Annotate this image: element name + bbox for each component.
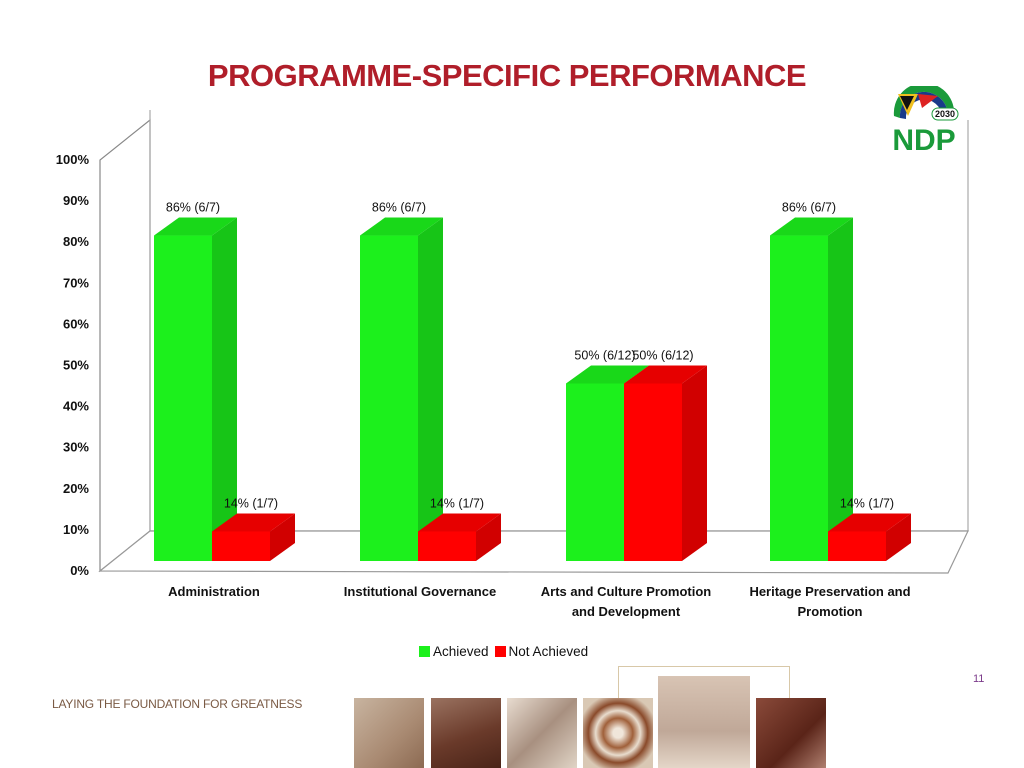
- y-tick-label: 100%: [56, 152, 90, 167]
- bar-top: [624, 365, 707, 384]
- logo-text: NDP: [892, 124, 955, 156]
- bar-not-achieved: [212, 531, 270, 561]
- footer-tagline: LAYING THE FOUNDATION FOR GREATNESS: [52, 697, 303, 711]
- data-label: 86% (6/7): [166, 201, 220, 215]
- bar-achieved: [154, 235, 212, 562]
- category-label: Heritage Preservation and: [749, 584, 910, 599]
- bar-achieved: [360, 235, 418, 562]
- photo-hands-braille: [354, 698, 424, 768]
- y-tick-label: 40%: [63, 399, 89, 414]
- bar-top: [212, 513, 295, 532]
- data-label: 14% (1/7): [430, 496, 484, 510]
- y-tick-label: 80%: [63, 234, 89, 249]
- chart-legend: Achieved Not Achieved: [419, 644, 594, 659]
- category-label: Administration: [168, 584, 260, 599]
- bar-top: [828, 513, 911, 532]
- legend-label-achieved: Achieved: [433, 644, 489, 659]
- chart-side-wall: [99, 118, 151, 573]
- photo-beadwork: [583, 698, 653, 768]
- bar-not-achieved: [828, 531, 886, 561]
- bar-side: [682, 365, 707, 561]
- y-tick-label: 0%: [70, 563, 89, 578]
- bar-side: [270, 513, 295, 561]
- bar-achieved: [770, 235, 828, 562]
- bar-side: [886, 513, 911, 561]
- ndp-logo: 2030 NDP: [892, 86, 959, 156]
- chart-floor: [98, 530, 969, 574]
- y-tick-label: 90%: [63, 193, 89, 208]
- bar-side: [418, 217, 443, 562]
- data-label: 14% (1/7): [840, 496, 894, 510]
- bar-not-achieved: [418, 531, 476, 561]
- category-label: Institutional Governance: [344, 584, 496, 599]
- photo-family: [431, 698, 501, 768]
- y-tick-label: 70%: [63, 275, 89, 290]
- bar-side: [212, 217, 237, 562]
- legend-swatch-achieved: [419, 646, 430, 657]
- bar-top: [418, 513, 501, 532]
- y-tick-label: 60%: [63, 316, 89, 331]
- y-tick-label: 10%: [63, 522, 89, 537]
- bar-top: [360, 217, 443, 236]
- photo-strip: [350, 666, 830, 768]
- legend-swatch-not-achieved: [494, 646, 506, 657]
- data-label: 50% (6/12): [632, 349, 693, 363]
- data-label: 14% (1/7): [224, 496, 278, 510]
- legend-item-not-achieved: Not Achieved: [494, 644, 589, 659]
- legend-label-not-achieved: Not Achieved: [508, 644, 589, 659]
- slide-title: PROGRAMME-SPECIFIC PERFORMANCE: [207, 58, 807, 93]
- photo-ballet: [658, 676, 750, 768]
- category-label: Arts and Culture Promotion: [541, 584, 712, 599]
- bar-not-achieved: [624, 383, 682, 561]
- category-label: and Development: [572, 604, 681, 619]
- data-label: 86% (6/7): [372, 201, 426, 215]
- data-label: 86% (6/7): [782, 201, 836, 215]
- legend-item-achieved: Achieved: [419, 644, 489, 659]
- performance-chart: 0% 10% 20% 30% 40% 50% 60% 70% 80% 90% 100% 86% (6/…: [56, 110, 969, 619]
- photo-saxophone: [756, 698, 826, 768]
- y-tick-label: 20%: [63, 481, 89, 496]
- logo-year: 2030: [935, 109, 955, 119]
- photo-film-reel: [507, 698, 577, 768]
- y-tick-label: 50%: [63, 358, 89, 373]
- data-label: 50% (6/12): [574, 349, 635, 363]
- y-tick-label: 30%: [63, 440, 89, 455]
- bar-achieved: [566, 383, 624, 561]
- bar-side: [476, 513, 501, 561]
- bar-top: [566, 365, 649, 384]
- bar-side: [828, 217, 853, 562]
- bar-top: [154, 217, 237, 236]
- page-number: 11: [973, 673, 985, 685]
- bar-top: [770, 217, 853, 236]
- category-label: Promotion: [798, 604, 863, 619]
